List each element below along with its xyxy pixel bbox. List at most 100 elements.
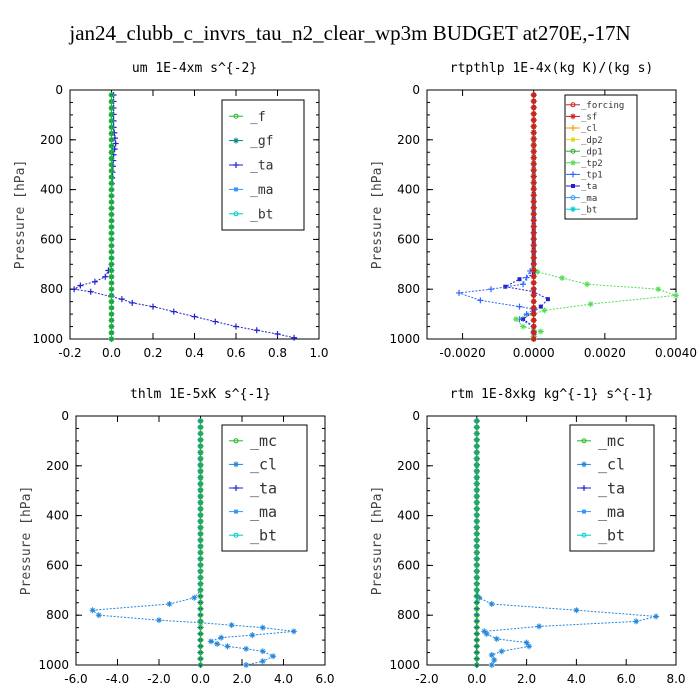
legend-marker xyxy=(582,509,586,514)
data-point xyxy=(198,600,203,606)
data-point xyxy=(531,330,537,336)
legend-label: _bt xyxy=(250,526,277,544)
y-tick-label: 200 xyxy=(397,459,420,473)
y-tick-label: 0 xyxy=(55,83,63,97)
data-point xyxy=(109,187,114,193)
data-point xyxy=(531,317,537,323)
data-point xyxy=(474,612,480,618)
data-point xyxy=(102,273,109,280)
x-tick-label: -6.0 xyxy=(64,672,87,686)
data-point xyxy=(198,456,203,462)
data-point xyxy=(109,292,114,298)
data-point xyxy=(109,224,114,230)
data-point xyxy=(150,303,156,310)
data-point xyxy=(249,632,256,639)
data-point xyxy=(531,199,537,205)
legend-marker xyxy=(570,159,576,166)
data-point xyxy=(198,506,203,512)
series-line xyxy=(503,95,549,337)
data-point xyxy=(481,628,488,635)
series-mc xyxy=(198,418,203,668)
data-point xyxy=(531,105,537,111)
y-axis-label: Pressure [hPa] xyxy=(370,160,385,270)
legend-label: _f xyxy=(250,110,266,125)
data-point xyxy=(531,324,537,330)
y-tick-label: 400 xyxy=(40,183,63,197)
data-point xyxy=(207,638,214,645)
data-point xyxy=(109,280,114,286)
x-tick-label: 0.6 xyxy=(226,346,245,360)
data-point xyxy=(537,328,544,335)
legend: _forcing _sf_cl _dp2_dp1 _tp2 _tp1_ta _ma_bt xyxy=(564,94,638,220)
legend-label: _forcing xyxy=(581,101,624,111)
data-point xyxy=(653,613,660,620)
data-point xyxy=(108,91,115,98)
data-point xyxy=(109,317,114,323)
data-point xyxy=(129,299,136,306)
data-point xyxy=(474,500,480,506)
legend-label: _ta xyxy=(598,479,625,497)
data-point xyxy=(531,180,537,186)
legend-marker xyxy=(570,206,576,213)
data-point xyxy=(290,628,297,635)
legend: _mc _cl _ta _ma _bt xyxy=(569,424,655,552)
legend-marker xyxy=(570,171,576,178)
data-point xyxy=(545,297,550,302)
data-point xyxy=(109,305,114,311)
legend-marker xyxy=(570,113,576,120)
data-point xyxy=(474,562,480,568)
data-point xyxy=(531,137,537,143)
legend-marker xyxy=(234,509,238,514)
y-tick-label: 1000 xyxy=(38,658,69,672)
y-axis-label: Pressure [hPa] xyxy=(13,160,28,270)
data-point xyxy=(526,643,533,650)
data-point xyxy=(531,224,537,230)
data-point xyxy=(498,648,505,655)
data-point xyxy=(531,230,537,236)
chart-panel-3: thlm 1E-5xK s^{-1} 0 200 400 600 800 1000-6.0 -… xyxy=(19,387,335,686)
legend-label: _bt xyxy=(250,207,273,222)
data-point xyxy=(259,658,266,665)
data-point xyxy=(531,299,537,305)
chart-panel-2: rtpthlp 1E-4x(kg K)/(kg s) 0 200 400 600 800 1… xyxy=(370,61,697,360)
legend: _mc _cl _ta _ma _bt xyxy=(221,424,308,552)
data-point xyxy=(474,594,480,600)
data-point xyxy=(198,637,203,643)
x-tick-label: 0.0 xyxy=(102,346,121,360)
data-point xyxy=(109,155,114,161)
data-point xyxy=(259,624,266,631)
panel-title: um 1E-4xm s^{-2} xyxy=(132,61,257,76)
data-point xyxy=(198,481,203,487)
legend-label: _tp2 xyxy=(581,159,603,169)
data-point xyxy=(474,556,480,562)
data-point xyxy=(474,625,480,631)
data-point xyxy=(573,607,580,614)
data-point xyxy=(474,569,480,575)
legend-marker xyxy=(570,195,576,201)
data-point xyxy=(523,639,530,646)
data-point xyxy=(488,286,495,293)
y-tick-label: 600 xyxy=(40,232,63,246)
data-point xyxy=(214,640,221,647)
data-point xyxy=(488,600,495,607)
data-point xyxy=(520,281,527,288)
data-point xyxy=(109,243,114,249)
data-point xyxy=(474,544,480,550)
data-point xyxy=(531,218,537,224)
data-point xyxy=(109,193,114,199)
legend-label: _mc xyxy=(598,432,625,450)
data-point xyxy=(89,607,96,614)
data-point xyxy=(191,313,198,320)
data-point xyxy=(512,316,519,323)
legend-marker xyxy=(233,162,239,168)
data-point xyxy=(95,612,102,619)
y-tick-label: 200 xyxy=(46,459,69,473)
data-point xyxy=(233,323,239,330)
legend-label: _tp1 xyxy=(581,171,603,181)
data-point xyxy=(243,662,250,668)
x-tick-label: 0.0 xyxy=(191,672,210,686)
data-point xyxy=(198,550,203,556)
x-tick-label: -4.0 xyxy=(106,672,129,686)
data-point xyxy=(559,274,566,281)
